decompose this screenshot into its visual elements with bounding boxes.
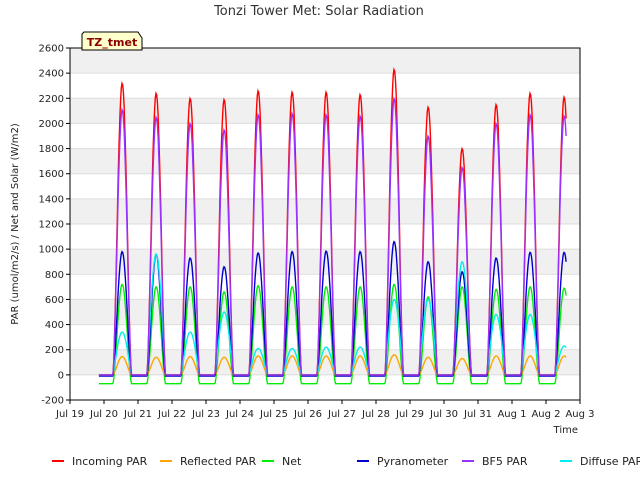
series-line-net bbox=[98, 283, 567, 385]
legend-label: Diffuse PAR bbox=[580, 455, 640, 468]
x-tick-label: Jul 20 bbox=[89, 409, 118, 420]
grid-band bbox=[70, 198, 580, 224]
y-tick-label: -200 bbox=[41, 396, 64, 407]
y-tick-label: 2200 bbox=[39, 94, 64, 105]
legend-label: Net bbox=[282, 455, 302, 468]
x-tick-label: Jul 31 bbox=[463, 409, 492, 420]
legend-item-net: Net bbox=[262, 455, 302, 468]
x-tick-label: Aug 2 bbox=[531, 409, 560, 420]
x-tick-label: Jul 25 bbox=[259, 409, 288, 420]
station-tag-box bbox=[81, 31, 143, 51]
legend-item-bf5-par: BF5 PAR bbox=[462, 455, 528, 468]
legend-item-incoming-par: Incoming PAR bbox=[52, 455, 148, 468]
x-tick-label: Jul 19 bbox=[55, 409, 84, 420]
legend-item-pyranometer: Pyranometer bbox=[357, 455, 449, 468]
y-tick-label: 1400 bbox=[39, 194, 64, 205]
y-axis-label: PAR (umol/m2/s) / Net and Solar (W/m2) bbox=[10, 123, 21, 325]
series-line-bf5-par bbox=[98, 96, 567, 376]
x-tick-label: Jul 21 bbox=[123, 409, 152, 420]
y-tick-label: 400 bbox=[45, 320, 64, 331]
x-tick-label: Aug 1 bbox=[497, 409, 526, 420]
x-tick-label: Jul 26 bbox=[293, 409, 322, 420]
x-tick-label: Jul 28 bbox=[361, 409, 390, 420]
y-tick-label: 200 bbox=[45, 345, 64, 356]
y-tick-label: 2400 bbox=[39, 69, 64, 80]
x-tick-label: Jul 30 bbox=[429, 409, 458, 420]
y-tick-label: 1200 bbox=[39, 220, 64, 231]
grid-band bbox=[70, 349, 580, 375]
x-axis-label: Time bbox=[553, 425, 578, 436]
x-tick-label: Jul 24 bbox=[225, 409, 254, 420]
chart-title: Tonzi Tower Met: Solar Radiation bbox=[213, 4, 424, 19]
x-tick-label: Jul 27 bbox=[327, 409, 356, 420]
grid-band bbox=[70, 148, 580, 174]
legend-label: Pyranometer bbox=[377, 455, 449, 468]
station-tag: TZ_tmet bbox=[81, 31, 143, 51]
x-tick-label: Aug 3 bbox=[565, 409, 594, 420]
y-tick-label: 1000 bbox=[39, 245, 64, 256]
series-layer bbox=[98, 67, 567, 385]
grid-band bbox=[70, 48, 580, 74]
y-tick-label: 1800 bbox=[39, 144, 64, 155]
legend-label: Reflected PAR bbox=[180, 455, 257, 468]
y-tick-label: 2600 bbox=[39, 44, 64, 55]
y-tick-label: 600 bbox=[45, 295, 64, 306]
legend-item-reflected-par: Reflected PAR bbox=[160, 455, 257, 468]
y-tick-label: 0 bbox=[58, 370, 64, 381]
station-tag-text: TZ_tmet bbox=[87, 36, 137, 49]
y-tick-label: 2000 bbox=[39, 119, 64, 130]
y-tick-label: 800 bbox=[45, 270, 64, 281]
axes-layer: -200 0 200 400 600 800 1000 1200 1400 1600 1800 200… bbox=[39, 44, 595, 421]
y-tick-label: 1600 bbox=[39, 169, 64, 180]
grid-band bbox=[70, 299, 580, 325]
legend-label: BF5 PAR bbox=[482, 455, 528, 468]
legend-item-diffuse-par: Diffuse PAR bbox=[560, 455, 640, 468]
x-tick-label: Jul 22 bbox=[157, 409, 186, 420]
legend-label: Incoming PAR bbox=[72, 455, 148, 468]
x-tick-label: Jul 29 bbox=[395, 409, 424, 420]
x-tick-label: Jul 23 bbox=[191, 409, 220, 420]
legend: Incoming PAR Reflected PAR Net Pyranometer B… bbox=[52, 455, 640, 468]
